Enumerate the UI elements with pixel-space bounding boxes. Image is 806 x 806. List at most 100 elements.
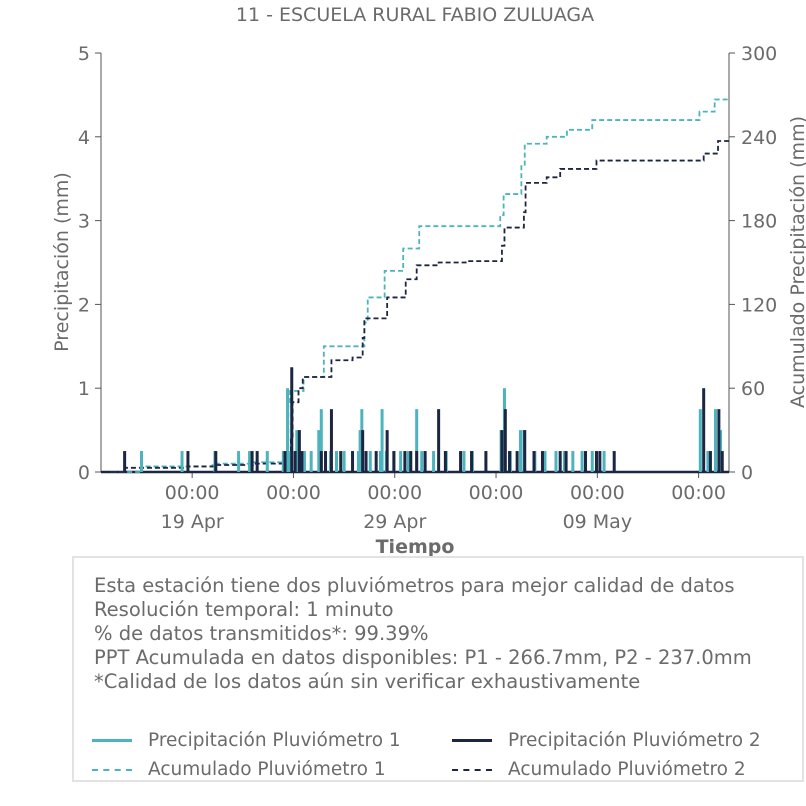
precip-bar-gauge-1 (358, 430, 362, 472)
y-tick-label-right: 300 (741, 43, 777, 65)
precip-bar-gauge-2 (459, 451, 463, 472)
precip-bar-gauge-2 (283, 451, 287, 472)
precip-bar-gauge-2 (186, 451, 190, 472)
accumulated-line-2 (111, 140, 729, 473)
precip-bar-gauge-2 (290, 367, 294, 472)
precip-bar-gauge-2 (214, 451, 218, 472)
precip-bar-gauge-1 (180, 451, 184, 472)
precip-bar-gauge-1 (319, 409, 323, 472)
precip-bar-gauge-1 (698, 409, 702, 472)
precip-bar-gauge-1 (140, 451, 144, 472)
precip-bar-gauge-1 (590, 451, 594, 472)
precip-bar-gauge-2 (255, 451, 259, 472)
precip-bar-gauge-1 (415, 409, 419, 472)
x-tick-time-label: 00:00 (570, 482, 625, 504)
x-tick-time-label: 00:00 (367, 482, 422, 504)
precip-bar-gauge-1 (378, 451, 382, 472)
precip-bar-gauge-2 (508, 451, 512, 472)
precip-bar-gauge-1 (519, 430, 523, 472)
info-line-accumulated: PPT Acumulada en datos disponibles: P1 -… (94, 646, 752, 669)
y-tick-label-left: 5 (78, 43, 90, 65)
legend-item-precip-2: Precipitación Pluviómetro 2 (452, 730, 761, 751)
x-tick-time-label: 00:00 (469, 482, 524, 504)
precip-bar-gauge-2 (409, 451, 413, 472)
precip-bar-gauge-1 (462, 451, 466, 472)
y-tick-label-left: 0 (78, 462, 90, 484)
legend-swatch-precip-1 (92, 739, 132, 742)
x-tick-time-label: 00:00 (165, 482, 220, 504)
precip-bar-gauge-2 (437, 409, 441, 472)
precip-bar-gauge-2 (392, 451, 396, 472)
precip-bar-gauge-1 (368, 451, 372, 472)
info-line-resolution: Resolución temporal: 1 minuto (94, 598, 394, 621)
precip-bar-gauge-2 (374, 451, 378, 472)
precip-bar-gauge-1 (342, 451, 346, 472)
precip-bar-gauge-2 (443, 451, 447, 472)
precip-bar-gauge-1 (543, 451, 547, 472)
y-tick-label-right: 120 (741, 294, 777, 316)
precip-bar-gauge-2 (297, 430, 301, 472)
legend-item-accum-2: Acumulado Pluviómetro 2 (452, 759, 746, 780)
y-tick-label-right: 180 (741, 211, 777, 233)
precip-bar-gauge-2 (339, 451, 343, 472)
precip-bar-gauge-1 (554, 451, 558, 472)
precip-bar-gauge-2 (594, 451, 598, 472)
precip-bar-gauge-1 (281, 451, 285, 472)
legend-swatch-precip-2 (452, 739, 492, 742)
precip-bar-gauge-2 (708, 451, 712, 472)
precip-bar-gauge-1 (399, 451, 403, 472)
precip-bar-gauge-2 (717, 409, 721, 472)
info-line-transmitted: % de datos transmitidos*: 99.39% (94, 622, 429, 645)
info-box: Esta estación tiene dos pluviómetros par… (72, 556, 804, 782)
accumulated-line-1 (111, 98, 729, 473)
precip-bar-gauge-1 (406, 451, 410, 472)
legend-swatch-accum-1 (92, 768, 132, 771)
precip-bar-gauge-1 (302, 451, 306, 472)
y-tick-label-left: 3 (78, 211, 90, 233)
precip-bar-gauge-2 (558, 451, 562, 472)
precip-bar-gauge-2 (484, 451, 488, 472)
legend-label: Acumulado Pluviómetro 2 (508, 759, 746, 780)
precip-bar-gauge-2 (470, 451, 474, 472)
precip-bar-gauge-2 (300, 451, 304, 472)
precip-bar-gauge-2 (540, 451, 544, 472)
precip-bar-gauge-2 (250, 451, 254, 472)
y-tick-label-right: 60 (741, 378, 765, 400)
precip-bar-gauge-2 (584, 451, 588, 472)
legend-swatch-accum-2 (452, 768, 492, 771)
x-tick-date-label: 09 May (563, 511, 633, 533)
x-axis-label: Tiempo (376, 536, 455, 556)
precip-bar-gauge-2 (385, 430, 389, 472)
x-tick-date-label: 29 Apr (363, 511, 426, 533)
precip-bar-gauge-2 (361, 430, 365, 472)
info-line-dual-gauges: Esta estación tiene dos pluviómetros par… (94, 574, 735, 597)
precip-bar-gauge-1 (713, 409, 717, 472)
precip-bar-gauge-2 (329, 409, 333, 472)
precip-bar-gauge-1 (286, 388, 290, 472)
precip-bar-gauge-2 (319, 451, 323, 472)
precip-bar-gauge-2 (702, 388, 706, 472)
precip-bar-gauge-1 (719, 430, 723, 472)
precip-bar-gauge-1 (356, 451, 360, 472)
legend-label: Precipitación Pluviómetro 2 (508, 730, 761, 751)
legend-item-accum-1: Acumulado Pluviómetro 1 (92, 759, 386, 780)
precip-bar-gauge-1 (602, 451, 606, 472)
y-tick-label-left: 1 (78, 378, 90, 400)
y-tick-label-left: 4 (78, 127, 90, 149)
precip-bar-gauge-2 (500, 430, 504, 472)
precip-bar-gauge-2 (532, 451, 536, 472)
precip-bar-gauge-2 (503, 409, 507, 472)
precip-bar-gauge-1 (287, 451, 291, 472)
plot-area: 0 1 2 3 4 5 0 60 120 180 240 300 00:00 19 Apr 00:00 00:… (78, 43, 777, 533)
precip-bar-gauge-2 (123, 451, 127, 472)
precip-bar-gauge-1 (265, 451, 269, 472)
precip-bar-gauge-1 (432, 451, 436, 472)
precip-bar-gauge-2 (423, 451, 427, 472)
info-line-quality: *Calidad de los datos aún sin verificar … (94, 670, 641, 693)
legend-label: Acumulado Pluviómetro 1 (148, 759, 386, 780)
precip-bar-gauge-1 (571, 451, 575, 472)
precipitation-chart: 11 - ESCUELA RURAL FABIO ZULUAGA 0123450… (51, 4, 806, 556)
precip-bar-gauge-1 (580, 451, 584, 472)
chart-title: 11 - ESCUELA RURAL FABIO ZULUAGA (236, 4, 594, 26)
precip-bar-gauge-1 (248, 451, 252, 472)
